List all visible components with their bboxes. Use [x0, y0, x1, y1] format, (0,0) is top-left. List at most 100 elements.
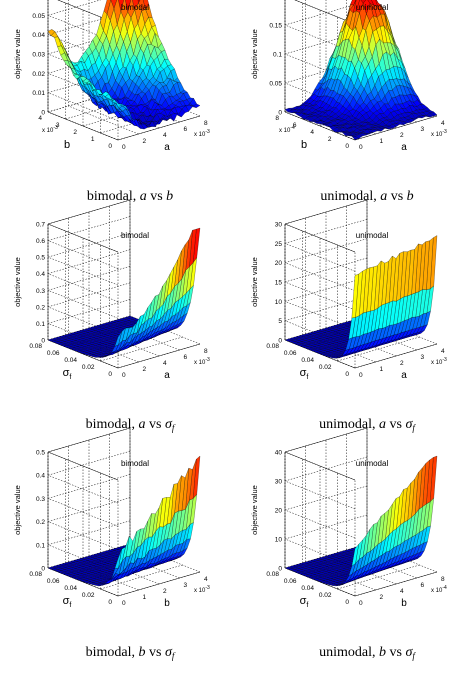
y-axis-label: σf: [63, 367, 72, 381]
chart-title: bimodal: [121, 3, 149, 12]
x-tick-label: 6: [184, 354, 188, 361]
x-tick-label: 2: [163, 588, 167, 595]
x-tick-exponent: x 10-3: [431, 129, 447, 138]
x-tick-label: 8: [204, 348, 208, 355]
z-tick-label: 0.2: [273, 0, 282, 1]
y-tick-label: 0.02: [82, 364, 95, 371]
x-tick-label: 0: [122, 600, 126, 607]
z-tick-label: 0.04: [32, 32, 45, 39]
x-tick-label: 1: [143, 594, 147, 601]
x-tick-label: 0: [122, 372, 126, 379]
z-tick-label: 30: [275, 222, 283, 229]
y-tick-label: 0.08: [29, 343, 42, 350]
y-tick-label: 0.02: [319, 592, 332, 599]
z-axis-label: objective value: [13, 29, 22, 79]
surface: [285, 236, 437, 359]
surface: [48, 0, 200, 129]
z-tick-label: 0.1: [273, 52, 282, 59]
z-tick-label: 0.05: [32, 13, 45, 20]
y-tick-label: 8: [275, 115, 279, 122]
x-axis-label: b: [401, 598, 407, 609]
y-tick-label: 0.04: [301, 585, 314, 592]
z-tick-label: 0.4: [36, 473, 45, 480]
x-tick-label: 6: [421, 582, 425, 589]
z-axis-label: objective value: [13, 485, 22, 535]
x-axis-line: [118, 572, 200, 596]
z-tick-label: 40: [275, 450, 283, 457]
x-tick-label: 0: [359, 600, 363, 607]
z-tick-label: 0.02: [32, 71, 45, 78]
y-tick-label: 0.02: [319, 364, 332, 371]
z-axis-label: objective value: [250, 29, 259, 79]
x-tick-label: 2: [380, 594, 384, 601]
y-axis-label: b: [64, 139, 70, 151]
x-tick-label: 4: [441, 348, 445, 355]
y-tick-label: 0: [345, 371, 349, 378]
y-tick-label: 0.06: [47, 350, 60, 357]
z-tick-label: 5: [278, 318, 282, 325]
y-tick-label: 2: [328, 136, 332, 143]
y-tick-label: 0: [345, 143, 349, 150]
x-tick-label: 3: [421, 354, 425, 361]
z-tick-label: 10: [275, 537, 283, 544]
y-tick-label: 0.04: [64, 585, 77, 592]
x-tick-label: 6: [184, 126, 188, 133]
y-tick-exponent: x 10-3: [42, 125, 58, 134]
y-tick-label: 4: [38, 115, 42, 122]
x-tick-label: 3: [421, 126, 425, 133]
chart-title: unimodal: [356, 3, 389, 12]
z-tick-label: 0.06: [32, 0, 45, 1]
x-tick-label: 4: [163, 360, 167, 367]
x-tick-label: 4: [204, 576, 208, 583]
gridline: [285, 239, 367, 263]
x-tick-label: 4: [400, 588, 404, 595]
x-tick-exponent: x 10-4: [431, 585, 447, 594]
x-axis-label: a: [164, 370, 170, 381]
x-tick-label: 0: [122, 144, 126, 151]
y-tick-label: 0.08: [29, 571, 42, 578]
z-tick-label: 0.3: [36, 496, 45, 503]
x-tick-label: 2: [400, 132, 404, 139]
x-tick-label: 2: [400, 360, 404, 367]
z-tick-label: 0.03: [32, 52, 45, 59]
x-tick-exponent: x 10-3: [431, 357, 447, 366]
chart-title: unimodal: [356, 459, 389, 468]
chart-panel-1: bimodal00.010.020.030.040.050.06objectiv…: [13, 0, 210, 204]
y-tick-label: 2: [73, 129, 77, 136]
y-tick-exponent: x 10-4: [279, 125, 295, 134]
y-axis-label: σf: [300, 367, 309, 381]
chart-title: bimodal: [121, 231, 149, 240]
y-tick-label: 1: [91, 136, 95, 143]
z-tick-label: 0.2: [36, 519, 45, 526]
z-tick-label: 30: [275, 479, 283, 486]
x-axis-label: b: [164, 598, 170, 609]
chart-title: bimodal: [121, 459, 149, 468]
x-tick-exponent: x 10-3: [194, 357, 210, 366]
x-tick-exponent: x 10-3: [194, 129, 210, 138]
panel-caption: unimodal, a vs σf: [319, 417, 416, 433]
surface: [285, 456, 437, 586]
chart-title: unimodal: [356, 231, 389, 240]
x-tick-label: 4: [441, 120, 445, 127]
y-tick-label: 0.02: [82, 592, 95, 599]
z-axis-label: objective value: [250, 485, 259, 535]
y-axis-label: σf: [63, 595, 72, 609]
y-tick-label: 0: [108, 371, 112, 378]
x-tick-label: 3: [184, 582, 188, 589]
panel-caption: bimodal, b vs σf: [86, 645, 176, 661]
z-tick-label: 0.1: [36, 542, 45, 549]
z-tick-label: 0.6: [36, 238, 45, 245]
x-tick-label: 8: [441, 576, 445, 583]
panel-caption: bimodal, a vs σf: [86, 417, 176, 433]
y-tick-label: 0: [345, 599, 349, 606]
z-tick-label: 0.7: [36, 222, 45, 229]
x-tick-label: 2: [143, 138, 147, 145]
x-tick-label: 1: [380, 366, 384, 373]
y-tick-label: 0.06: [47, 578, 60, 585]
x-axis-label: a: [401, 370, 407, 381]
z-tick-label: 0.05: [269, 81, 282, 88]
x-tick-label: 0: [359, 144, 363, 151]
